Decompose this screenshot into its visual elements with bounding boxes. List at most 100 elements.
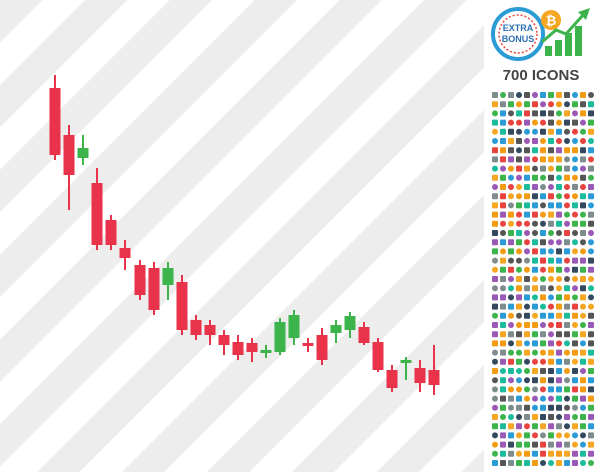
mini-icon (500, 349, 506, 356)
mini-icon (564, 128, 570, 135)
mini-icon (508, 101, 514, 108)
mini-icon (588, 377, 594, 384)
mini-icon (508, 322, 514, 328)
mini-icon (572, 211, 578, 218)
mini-icon (500, 294, 506, 301)
mini-icon (556, 184, 562, 190)
mini-icon (564, 220, 570, 227)
mini-icon (524, 248, 530, 255)
mini-icon (532, 248, 538, 255)
mini-icon (572, 220, 578, 227)
mini-icon (588, 358, 594, 365)
mini-icon (580, 441, 586, 448)
mini-icon (580, 340, 586, 347)
mini-icon (548, 441, 554, 448)
mini-icon (524, 202, 530, 209)
mini-icon (500, 395, 506, 402)
mini-icon (580, 395, 586, 402)
mini-icon (500, 460, 506, 466)
mini-icon (532, 358, 538, 365)
mini-icon (532, 460, 538, 466)
mini-icon (556, 266, 562, 273)
mini-icon (524, 165, 530, 172)
mini-icon (556, 331, 562, 338)
mini-icon (516, 110, 522, 117)
mini-icon (516, 294, 522, 301)
mini-icon (532, 101, 538, 108)
mini-icon (540, 331, 546, 338)
mini-icon (532, 165, 538, 172)
mini-icon (548, 294, 554, 301)
mini-icon (540, 322, 546, 328)
mini-icon (564, 211, 570, 218)
mini-icon (508, 165, 514, 172)
mini-icon (508, 460, 514, 466)
mini-icon (572, 312, 578, 319)
mini-icon (572, 285, 578, 292)
mini-icon (532, 92, 538, 98)
mini-icon (508, 230, 514, 236)
mini-icon (572, 92, 578, 98)
mini-icon (500, 202, 506, 209)
mini-icon (548, 331, 554, 338)
mini-icon (524, 285, 530, 292)
mini-icon (588, 220, 594, 227)
mini-icon (492, 441, 498, 448)
mini-icon (524, 294, 530, 301)
mini-icon (548, 257, 554, 264)
mini-icon (516, 92, 522, 98)
mini-icon (580, 220, 586, 227)
mini-icon (564, 395, 570, 402)
mini-icon (588, 248, 594, 255)
mini-icon (556, 414, 562, 420)
mini-icon (572, 395, 578, 402)
candle-body (176, 282, 188, 330)
mini-icon (548, 193, 554, 200)
candle-body (358, 327, 370, 343)
mini-icon (564, 358, 570, 365)
mini-icon (572, 340, 578, 347)
mini-icon (572, 450, 578, 457)
mini-icon (548, 156, 554, 163)
mini-icon (588, 156, 594, 163)
mini-icon (564, 266, 570, 273)
mini-icon (572, 184, 578, 190)
mini-icon (532, 404, 538, 411)
mini-icon (500, 331, 506, 338)
mini-icon (588, 147, 594, 154)
mini-icon (548, 414, 554, 420)
mini-icon (540, 441, 546, 448)
mini-icon (556, 248, 562, 255)
mini-icon (540, 423, 546, 430)
mini-icon (556, 230, 562, 236)
mini-icon (532, 322, 538, 328)
mini-icon (548, 340, 554, 347)
mini-icon (492, 294, 498, 301)
mini-icon (572, 294, 578, 301)
candle-body (428, 370, 440, 385)
mini-icon (492, 248, 498, 255)
mini-icon (556, 165, 562, 172)
mini-icon (500, 119, 506, 126)
mini-icon (548, 450, 554, 457)
mini-icon (556, 423, 562, 430)
mini-icon (564, 101, 570, 108)
mini-icon (492, 312, 498, 319)
mini-icon (540, 414, 546, 420)
mini-icon (500, 248, 506, 255)
mini-icon (580, 331, 586, 338)
mini-icon (524, 312, 530, 319)
mini-icon (572, 239, 578, 246)
mini-icon (540, 460, 546, 466)
mini-icon (556, 368, 562, 374)
mini-icon (524, 110, 530, 117)
mini-icon (500, 441, 506, 448)
mini-icon (580, 303, 586, 310)
mini-icon (548, 432, 554, 439)
mini-icon (556, 322, 562, 328)
mini-icon (572, 257, 578, 264)
mini-icon (548, 92, 554, 98)
mini-icon (500, 450, 506, 457)
mini-icon (524, 322, 530, 328)
mini-icon (564, 92, 570, 98)
